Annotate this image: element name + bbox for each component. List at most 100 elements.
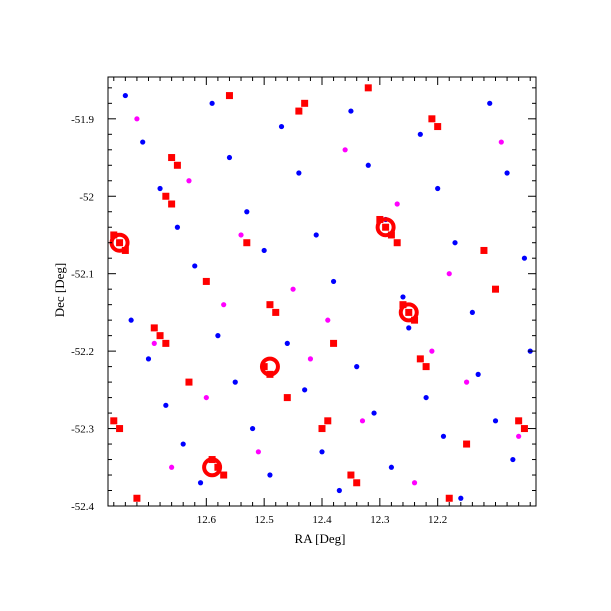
x-tick-label: 12.6	[197, 514, 217, 526]
y-tick-label: -52	[79, 191, 94, 203]
data-point-red-square	[168, 154, 176, 162]
data-point-red-square	[260, 363, 268, 371]
data-point-red-square	[428, 115, 436, 123]
data-point-blue	[348, 108, 354, 114]
data-point-red-square	[347, 471, 355, 479]
data-point-red-square	[463, 440, 471, 448]
data-point-blue	[302, 387, 308, 393]
data-point-red-square	[480, 246, 488, 254]
data-point-blue	[492, 418, 499, 424]
x-tick-label: 12.2	[428, 514, 447, 526]
data-point-red-square	[243, 239, 251, 247]
data-point-blue	[475, 371, 481, 377]
data-point-blue	[180, 441, 186, 447]
data-point-red-square	[382, 223, 390, 231]
data-point-magenta	[446, 271, 452, 277]
data-point-blue	[406, 325, 412, 331]
x-axis-label: RA [Deg]	[295, 531, 346, 546]
data-point-blue	[140, 139, 146, 145]
data-point-blue	[417, 131, 423, 137]
data-point-red-square	[162, 192, 170, 200]
y-tick-label: -52.1	[71, 269, 94, 281]
data-point-blue	[244, 209, 250, 215]
data-point-magenta	[169, 464, 175, 470]
data-point-blue	[192, 263, 198, 269]
data-point-blue	[278, 123, 285, 130]
y-tick-label: -51.9	[71, 114, 94, 126]
data-point-magenta	[255, 449, 261, 455]
data-point-red-square	[520, 425, 528, 433]
data-point-magenta	[290, 286, 296, 292]
data-point-red-square	[156, 332, 164, 340]
data-point-red-square	[353, 479, 361, 487]
data-point-blue	[354, 364, 360, 370]
data-point-red-square	[492, 285, 500, 293]
data-point-blue	[157, 185, 163, 192]
data-point-blue	[267, 472, 273, 478]
data-point-magenta	[359, 418, 366, 424]
data-point-red-square	[416, 355, 424, 363]
data-point-red-square	[295, 107, 303, 115]
data-point-blue	[371, 410, 377, 416]
data-point-red-square	[301, 99, 309, 107]
data-point-blue	[435, 185, 441, 192]
y-tick-label: -52.2	[71, 346, 94, 358]
data-point-blue	[400, 294, 406, 300]
data-point-red-square	[150, 324, 158, 332]
data-point-magenta	[516, 433, 522, 439]
data-point-magenta	[429, 348, 435, 354]
data-point-red-square	[116, 425, 124, 433]
data-point-blue	[122, 92, 128, 99]
data-point-red-square	[220, 471, 228, 479]
data-point-red-square	[225, 92, 233, 100]
data-point-blue	[458, 495, 464, 501]
data-point-red-square	[422, 363, 430, 371]
data-point-red-square	[445, 494, 453, 502]
x-tick-label: 12.5	[255, 514, 275, 526]
data-point-blue	[163, 402, 169, 408]
data-point-magenta	[221, 302, 227, 308]
data-point-blue	[336, 487, 342, 494]
data-point-red-square	[434, 123, 442, 131]
data-point-blue	[487, 100, 493, 106]
data-point-blue	[209, 100, 215, 106]
data-point-blue	[504, 170, 510, 176]
data-point-red-square	[173, 161, 181, 169]
data-point-blue	[226, 154, 233, 161]
data-point-red-square	[515, 417, 523, 425]
data-point-red-square	[330, 339, 338, 347]
data-point-red-ring	[398, 302, 419, 323]
data-point-blue	[440, 433, 447, 439]
data-point-red-ring	[202, 457, 223, 478]
data-point-magenta	[342, 147, 348, 153]
data-point-red-square	[133, 494, 141, 502]
data-point-magenta	[151, 340, 157, 346]
data-point-magenta	[498, 139, 504, 145]
data-point-red-square	[116, 239, 124, 247]
data-point-blue	[452, 240, 458, 246]
plot-area	[109, 84, 533, 502]
data-point-red-square	[272, 308, 280, 316]
data-point-blue	[469, 309, 475, 316]
data-point-red-square	[110, 417, 118, 425]
data-point-blue	[174, 224, 181, 230]
data-point-red-square	[162, 339, 170, 347]
data-point-blue	[319, 449, 325, 455]
data-point-red-square	[214, 463, 222, 471]
y-tick-label: -52.4	[71, 501, 94, 513]
data-point-magenta	[238, 232, 244, 238]
data-point-blue	[145, 356, 152, 362]
data-point-blue	[365, 162, 371, 168]
y-tick-label: -52.3	[71, 424, 94, 436]
data-point-blue	[296, 170, 302, 176]
data-point-blue	[261, 247, 267, 254]
data-point-red-square	[168, 200, 176, 208]
data-point-red-ring	[375, 217, 396, 238]
data-point-blue	[423, 394, 429, 401]
data-point-magenta	[186, 178, 192, 184]
data-point-red-ring	[259, 356, 280, 377]
data-point-magenta	[134, 116, 140, 122]
data-point-blue	[313, 232, 319, 238]
data-point-red-square	[393, 239, 401, 247]
